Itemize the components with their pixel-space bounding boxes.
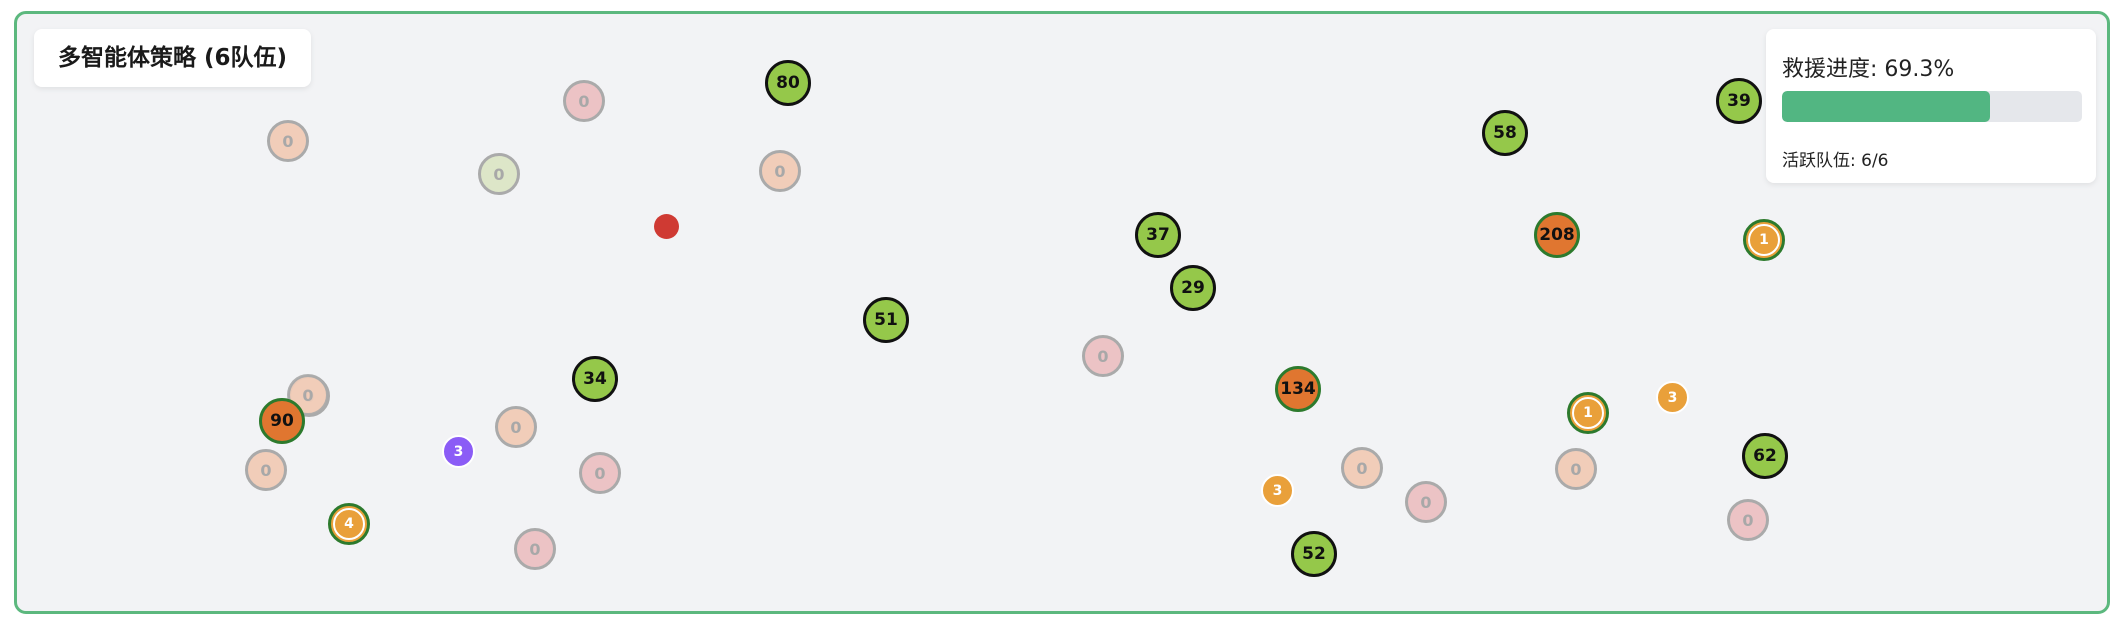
victim-location-node[interactable]: 37 — [1135, 212, 1181, 258]
victim-cluster-node[interactable]: 134 — [1275, 366, 1321, 412]
status-panel: 救援进度: 69.3% 活跃队伍: 6/6 — [1766, 29, 2096, 183]
empty-location-node[interactable]: 0 — [245, 449, 287, 491]
victim-location-node[interactable]: 29 — [1170, 265, 1216, 311]
rescue-progress-bar — [1782, 91, 2082, 122]
active-teams-label: 活跃队伍: 6/6 — [1782, 151, 1889, 171]
empty-location-node[interactable]: 0 — [1082, 335, 1124, 377]
empty-location-node[interactable]: 0 — [1405, 481, 1447, 523]
map-frame: 多智能体策略 (6队伍) 救援进度: 69.3% 活跃队伍: 6/6 0 0 0… — [14, 11, 2110, 614]
rescue-progress-fill — [1782, 91, 1990, 122]
empty-location-node[interactable]: 0 — [563, 80, 605, 122]
victim-location-node[interactable]: 58 — [1482, 110, 1528, 156]
strategy-title: 多智能体策略 (6队伍) — [34, 29, 312, 87]
empty-location-node[interactable]: 0 — [579, 452, 621, 494]
victim-location-node[interactable]: 39 — [1716, 78, 1762, 124]
empty-location-node[interactable]: 0 — [759, 150, 801, 192]
empty-location-node[interactable]: 0 — [478, 153, 520, 195]
victim-location-node[interactable]: 80 — [765, 60, 811, 106]
rescue-progress-label: 救援进度: 69.3% — [1782, 57, 1955, 82]
empty-location-node[interactable]: 0 — [267, 120, 309, 162]
victim-location-node[interactable]: 34 — [572, 356, 618, 402]
team-unit-marker[interactable]: 3 — [442, 435, 475, 468]
empty-location-node[interactable]: 0 — [495, 406, 537, 448]
empty-location-node[interactable]: 0 — [1727, 499, 1769, 541]
team-unit-marker[interactable]: 3 — [1261, 474, 1294, 507]
hazard-marker[interactable] — [654, 214, 679, 239]
victim-location-node[interactable]: 51 — [863, 297, 909, 343]
rescue-team-marker[interactable]: 1 — [1567, 392, 1609, 434]
victim-location-node[interactable]: 62 — [1742, 433, 1788, 479]
victim-cluster-node[interactable]: 208 — [1534, 212, 1580, 258]
rescue-team-marker[interactable]: 4 — [328, 503, 370, 545]
empty-location-node[interactable]: 0 — [1341, 447, 1383, 489]
team-unit-marker[interactable]: 3 — [1656, 381, 1689, 414]
victim-cluster-node[interactable]: 90 — [259, 398, 305, 444]
rescue-team-marker[interactable]: 1 — [1743, 219, 1785, 261]
empty-location-node[interactable]: 0 — [1555, 448, 1597, 490]
empty-location-node[interactable]: 0 — [514, 528, 556, 570]
victim-location-node[interactable]: 52 — [1291, 531, 1337, 577]
